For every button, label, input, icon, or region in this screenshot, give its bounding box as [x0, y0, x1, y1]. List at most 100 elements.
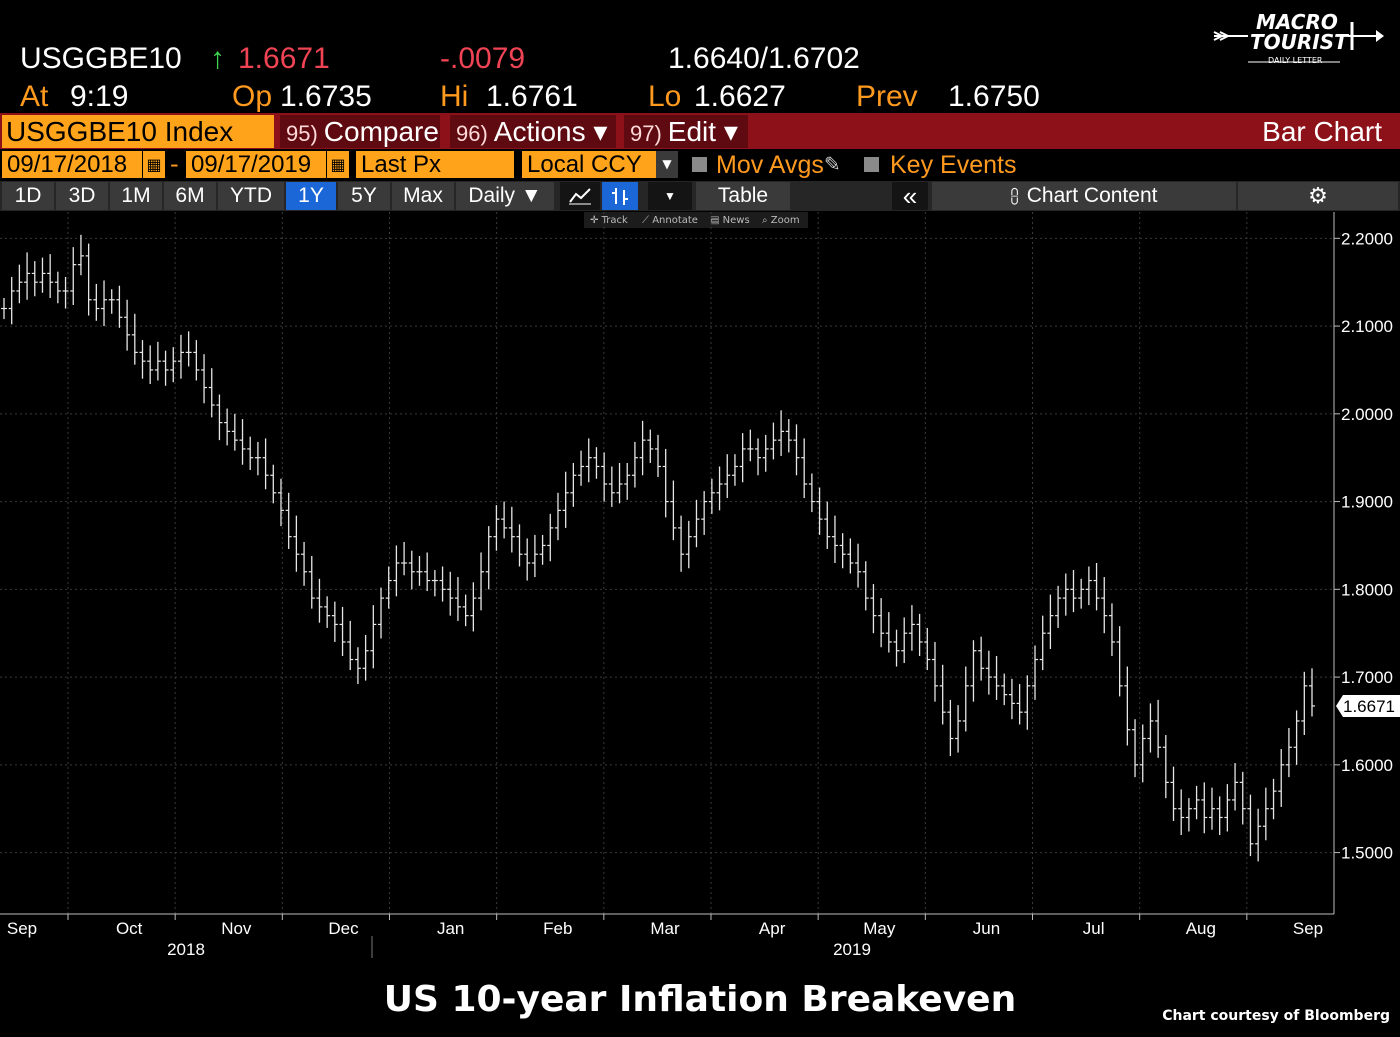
- line-chart-icon[interactable]: [560, 182, 600, 210]
- chart-content-icon: ⩉: [1010, 186, 1019, 206]
- zoom-label: Zoom: [770, 215, 800, 226]
- table-button[interactable]: Table: [696, 182, 790, 210]
- tf-1d[interactable]: 1D: [2, 182, 54, 210]
- x-axis: Sep Oct Nov Dec Jan Feb Mar Apr May Jun Jul Aug Sep 2…: [0, 913, 1334, 959]
- x-tick-label: Sep: [1293, 919, 1323, 938]
- chart-content-button[interactable]: ⩉ Chart Content: [932, 182, 1236, 210]
- chevron-down-icon[interactable]: ▼: [648, 182, 692, 210]
- at-label: At: [20, 80, 49, 113]
- chart-grid: [0, 212, 1334, 914]
- y-axis: 2.2000 2.1000 2.0000 1.9000 1.8000 1.7000 1.60…: [1333, 212, 1400, 914]
- security-field[interactable]: [2, 115, 274, 148]
- annotate-label: Annotate: [652, 215, 698, 226]
- tf-ytd[interactable]: YTD: [218, 182, 284, 210]
- mov-avgs-checkbox[interactable]: [692, 157, 707, 172]
- actions-number: 96): [456, 121, 488, 146]
- y-tick-label: 2.0000: [1341, 405, 1393, 424]
- y-tick-label: 1.6000: [1341, 756, 1393, 775]
- track-icon: ✛: [590, 215, 602, 226]
- security-field-text: USGGBE10 Index: [6, 116, 234, 147]
- mini-toolstrip: [584, 212, 808, 228]
- bar-chart-icon[interactable]: [602, 182, 638, 210]
- y-tick-label: 1.5000: [1341, 844, 1393, 863]
- tf-1y[interactable]: 1Y: [286, 182, 336, 210]
- track-label: Track: [601, 215, 628, 226]
- tf-3d[interactable]: 3D: [56, 182, 108, 210]
- ticker-symbol: USGGBE10: [20, 42, 182, 75]
- up-arrow-icon: ↑: [210, 42, 225, 75]
- x-tick-label: Nov: [221, 919, 252, 938]
- date-dash: -: [170, 150, 179, 178]
- x-tick-label: Aug: [1186, 919, 1216, 938]
- edit-label: Edit ▾: [667, 116, 738, 147]
- tf-1m[interactable]: 1M: [110, 182, 162, 210]
- field-select[interactable]: Last Px: [356, 151, 514, 178]
- calendar-icon[interactable]: ▦: [327, 151, 349, 178]
- currency-select[interactable]: Local CCY: [522, 151, 656, 178]
- high-value: 1.6761: [486, 80, 578, 113]
- net-change: -.0079: [440, 42, 526, 75]
- x-tick-label: Feb: [543, 919, 572, 938]
- edit-button[interactable]: 97) Edit ▾: [624, 115, 748, 148]
- chevron-down-icon[interactable]: ▼: [656, 151, 678, 178]
- collapse-icon[interactable]: «: [892, 182, 928, 210]
- compare-button[interactable]: 95) Compare: [280, 115, 440, 148]
- tf-max[interactable]: Max: [392, 182, 454, 210]
- key-events-checkbox[interactable]: [864, 157, 879, 172]
- price-chart[interactable]: 2.2000 2.1000 2.0000 1.9000 1.8000 1.7000 1.60…: [0, 212, 1400, 964]
- mov-avgs-label: Mov Avgs: [716, 151, 824, 179]
- x-tick-label: Apr: [759, 919, 786, 938]
- high-label: Hi: [440, 80, 469, 113]
- open-value: 1.6735: [280, 80, 372, 113]
- pencil-icon[interactable]: ✎: [824, 152, 841, 176]
- tf-5y[interactable]: 5Y: [338, 182, 390, 210]
- y-tick-label: 2.2000: [1341, 229, 1393, 248]
- track-tool[interactable]: ✛ Track: [590, 214, 628, 228]
- logo-line-2: TOURIST: [1250, 30, 1348, 54]
- key-events-label: Key Events: [890, 151, 1017, 179]
- y-tick-label: 1.8000: [1341, 580, 1393, 599]
- bid-ask: 1.6640/1.6702: [668, 42, 860, 75]
- prev-label: Prev: [856, 80, 918, 113]
- news-label: News: [722, 215, 750, 226]
- calendar-icon[interactable]: ▦: [143, 151, 165, 178]
- low-label: Lo: [648, 80, 682, 113]
- compare-number: 95): [286, 121, 318, 146]
- x-tick-label: Mar: [650, 919, 680, 938]
- end-date-input[interactable]: 09/17/2019: [186, 151, 326, 178]
- gear-icon[interactable]: ⚙: [1238, 182, 1398, 210]
- at-time: 9:19: [70, 80, 129, 113]
- chart-content-label: Chart Content: [1026, 184, 1158, 207]
- compare-label: Compare: [323, 116, 439, 147]
- x-tick-label: Sep: [7, 919, 37, 938]
- start-date-input[interactable]: 09/17/2018: [2, 151, 142, 178]
- chart-type-label[interactable]: Bar Chart: [1262, 116, 1382, 147]
- last-price-label: 1.6671: [1343, 697, 1395, 716]
- news-tool[interactable]: ▤ News: [710, 214, 750, 228]
- annotate-icon: ⟋: [642, 215, 653, 226]
- logo-arrow-icon: [1213, 22, 1384, 63]
- actions-button[interactable]: 96) Actions ▾: [450, 115, 616, 148]
- open-label: Op: [232, 80, 273, 113]
- y-tick-label: 2.1000: [1341, 317, 1393, 336]
- x-tick-label: Jun: [973, 919, 1000, 938]
- year-label: 2019: [833, 940, 871, 959]
- y-tick-label: 1.7000: [1341, 668, 1393, 687]
- x-tick-label: Jul: [1083, 919, 1105, 938]
- logo-line-3: DAILY LETTER: [1268, 56, 1323, 65]
- x-tick-label: Jan: [437, 919, 464, 938]
- last-price-tag: [1336, 694, 1400, 717]
- zoom-tool[interactable]: ⌕ Zoom: [762, 214, 800, 228]
- actions-label: Actions ▾: [493, 116, 608, 147]
- prev-value: 1.6750: [948, 80, 1040, 113]
- price-bars: [1, 234, 1315, 862]
- period-select[interactable]: Daily ▼: [456, 182, 554, 210]
- chart-credit: Chart courtesy of Bloomberg: [1162, 1008, 1390, 1024]
- tf-6m[interactable]: 6M: [164, 182, 216, 210]
- last-price: 1.6671: [238, 42, 330, 75]
- logo-line-1: MACRO: [1256, 10, 1338, 34]
- x-tick-label: May: [863, 919, 896, 938]
- annotate-tool[interactable]: ⟋ Annotate: [642, 214, 698, 228]
- x-tick-label: Dec: [328, 919, 359, 938]
- macro-tourist-logo: MACRO TOURIST DAILY LETTER: [1212, 10, 1392, 72]
